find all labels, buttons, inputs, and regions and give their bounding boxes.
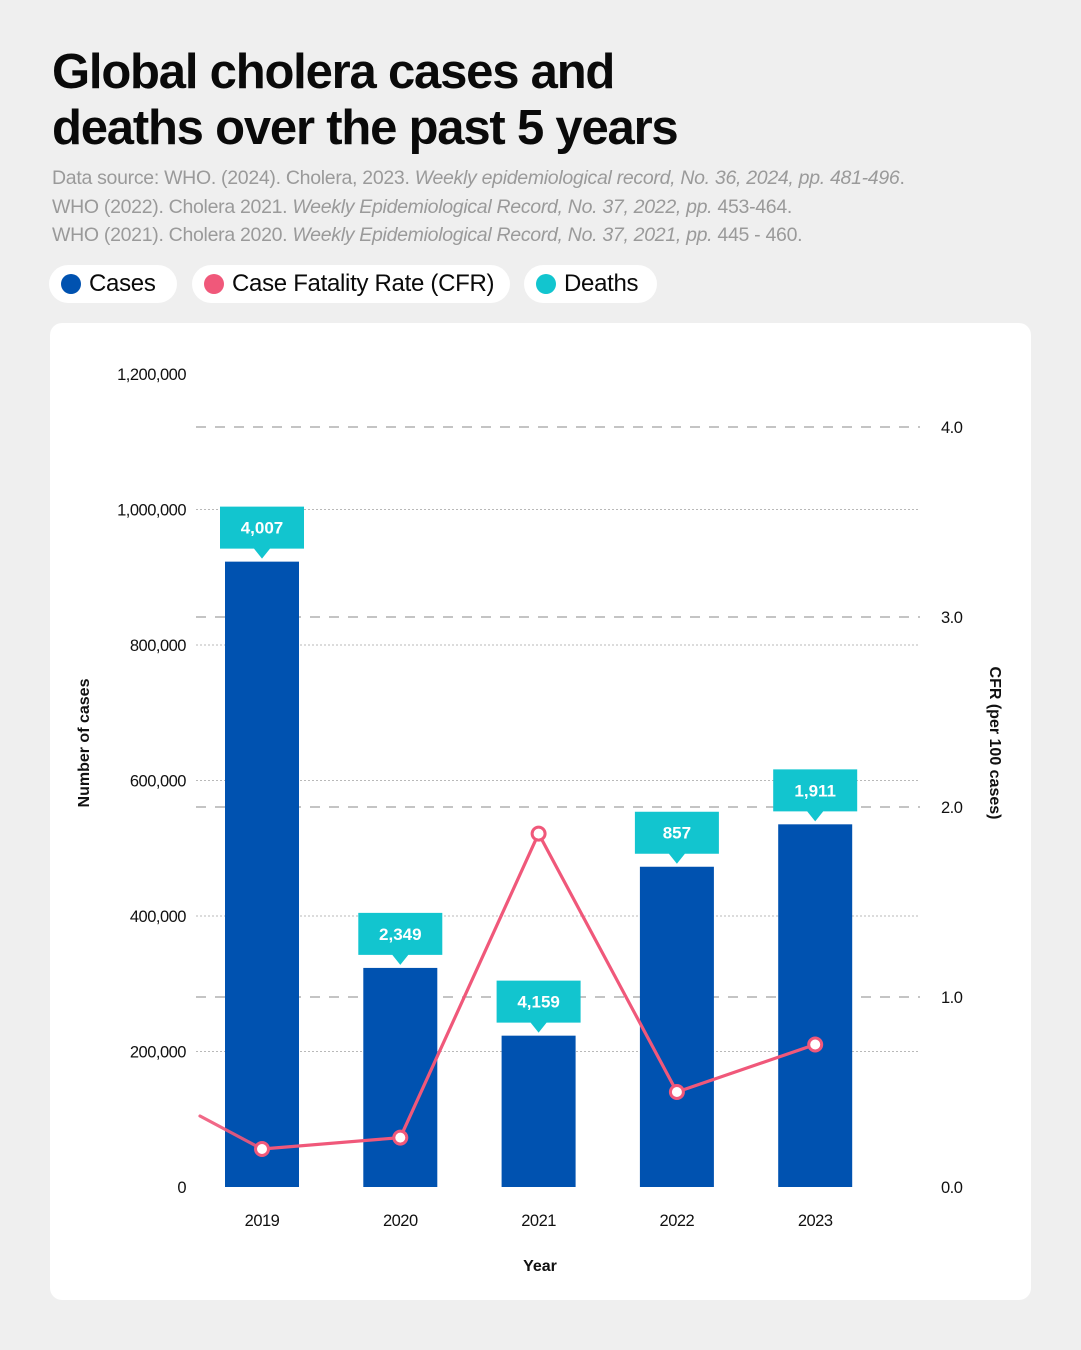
- deaths-dot-icon: [536, 274, 556, 294]
- deaths-callout-box: [220, 506, 304, 559]
- x-tick-label: 2021: [521, 1212, 556, 1230]
- cfr-point-2023: [807, 1036, 824, 1053]
- y-left-axis-title: Number of cases: [76, 678, 93, 807]
- chart-card: 4,007 2,349 4,159 857 1,911 0 200,000 400,000 6…: [50, 323, 1031, 1300]
- cfr-point-2020: [392, 1129, 409, 1146]
- right-axis-ticks: 0.0 1.0 2.0 3.0 4.0: [941, 419, 963, 1197]
- cfr-point-2022: [668, 1084, 685, 1100]
- legend-item-cases: Cases: [49, 265, 177, 303]
- deaths-value-label: 1,911: [794, 781, 836, 800]
- cases-bar-2023: [778, 824, 853, 1187]
- right-tick-label: 4.0: [941, 419, 963, 437]
- legend-item-cfr: Case Fatality Rate (CFR): [192, 265, 510, 303]
- deaths-callout-box: [773, 769, 858, 822]
- deaths-callout-box: [358, 912, 443, 965]
- x-tick-label: 2020: [383, 1212, 418, 1230]
- cases-bar-2020: [363, 967, 438, 1187]
- cases-bar-2019: [225, 561, 299, 1187]
- cases-bar-2022: [639, 866, 714, 1187]
- title-line-1: Global cholera cases and: [52, 45, 615, 99]
- right-tick-label: 2.0: [941, 799, 963, 817]
- x-axis-title: Year: [523, 1258, 557, 1275]
- legend-label-deaths: Deaths: [564, 270, 639, 297]
- deaths-value-label: 4,159: [517, 993, 560, 1012]
- deaths-value-label: 857: [663, 824, 691, 843]
- source-line-2: WHO (2022). Cholera 2021. Weekly Epidemi…: [52, 195, 793, 218]
- left-tick-label: 1,000,000: [117, 502, 186, 520]
- deaths-callout-2022: 857: [634, 811, 719, 864]
- deaths-callout-2021: 4,159: [496, 980, 581, 1033]
- left-tick-label: 800,000: [130, 637, 186, 655]
- source-line-3: WHO (2021). Cholera 2020. Weekly Epidemi…: [52, 224, 803, 246]
- deaths-callout-2023: 1,911: [773, 769, 858, 822]
- cfr-point-2021: [530, 825, 547, 842]
- cfr-point-2019: [254, 1141, 270, 1157]
- death-callouts: 4,007 2,349 4,159 857 1,911: [220, 506, 858, 1033]
- title-line-2: deaths over the past 5 years: [52, 101, 679, 155]
- source-line-1: Data source: WHO. (2024). Cholera, 2023.…: [52, 167, 905, 189]
- deaths-callout-box: [634, 811, 719, 864]
- cfr-line-series: [198, 825, 824, 1157]
- cases-bar-2021: [501, 1035, 576, 1187]
- left-tick-label: 0: [177, 1179, 186, 1197]
- deaths-value-label: 2,349: [379, 925, 422, 944]
- cfr-lead-in: [198, 1114, 264, 1151]
- x-tick-label: 2022: [660, 1212, 695, 1230]
- left-tick-label: 400,000: [130, 908, 186, 926]
- case-bars: [225, 561, 853, 1187]
- x-axis-ticks: 2019 2020 2021 2022 2023: [245, 1212, 834, 1230]
- legend-item-deaths: Deaths: [524, 265, 657, 303]
- cases-dot-icon: [61, 274, 81, 294]
- chart-title: Global cholera cases and deaths over the…: [52, 44, 952, 156]
- cfr-dot-icon: [204, 274, 224, 294]
- left-axis-ticks: 0 200,000 400,000 600,000 800,000 1,000,000 1,…: [117, 366, 187, 1197]
- deaths-value-label: 4,007: [241, 519, 284, 538]
- left-tick-label: 600,000: [130, 773, 186, 791]
- right-tick-label: 3.0: [941, 609, 963, 627]
- x-tick-label: 2023: [798, 1212, 833, 1230]
- right-tick-label: 0.0: [941, 1179, 963, 1197]
- legend-label-cases: Cases: [89, 270, 156, 297]
- left-tick-label: 1,200,000: [117, 366, 186, 384]
- chart-svg: 4,007 2,349 4,159 857 1,911 0 200,000 400,000 6…: [76, 366, 1003, 1275]
- deaths-callout-box: [496, 980, 581, 1033]
- x-tick-label: 2019: [245, 1212, 280, 1230]
- legend-label-cfr: Case Fatality Rate (CFR): [232, 270, 495, 297]
- deaths-callout-2020: 2,349: [358, 912, 443, 965]
- right-tick-label: 1.0: [941, 989, 963, 1007]
- deaths-callout-2019: 4,007: [220, 506, 304, 559]
- y-right-axis-title: CFR (per 100 cases): [986, 667, 1003, 820]
- data-source: Data source: WHO. (2024). Cholera, 2023.…: [52, 164, 1032, 250]
- left-tick-label: 200,000: [130, 1044, 186, 1062]
